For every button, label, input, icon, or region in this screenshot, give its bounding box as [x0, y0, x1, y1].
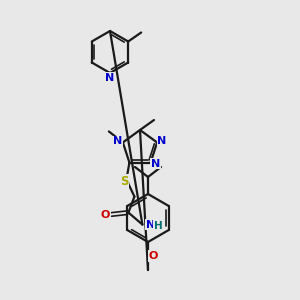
- Text: O: O: [148, 251, 158, 261]
- Text: O: O: [101, 210, 110, 220]
- Text: S: S: [120, 175, 129, 188]
- Text: H: H: [154, 220, 163, 231]
- Text: N: N: [146, 220, 155, 230]
- Text: N: N: [105, 73, 115, 83]
- Text: N: N: [151, 159, 160, 169]
- Text: N: N: [158, 136, 167, 146]
- Text: N: N: [113, 136, 122, 146]
